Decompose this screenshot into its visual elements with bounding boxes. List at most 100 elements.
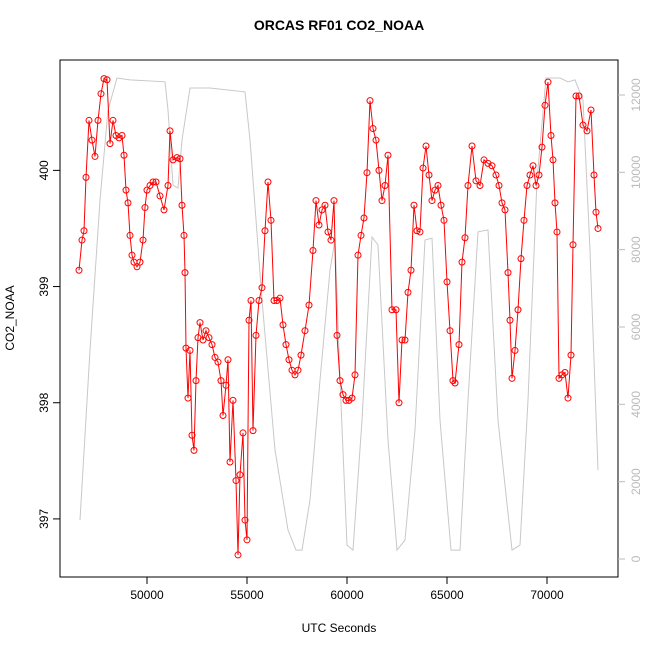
data-point xyxy=(312,197,320,205)
data-point xyxy=(451,379,459,387)
data-point xyxy=(261,227,269,235)
data-point xyxy=(214,358,222,366)
data-point xyxy=(484,159,492,167)
data-point xyxy=(217,377,225,385)
data-point xyxy=(535,171,543,179)
data-point xyxy=(190,446,198,454)
data-point xyxy=(305,301,313,309)
data-point xyxy=(351,371,359,379)
data-point xyxy=(270,296,278,304)
data-point xyxy=(567,351,575,359)
data-point xyxy=(264,178,272,186)
data-point xyxy=(455,341,463,349)
data-point xyxy=(354,251,362,259)
data-point xyxy=(401,336,409,344)
y2-tick-label: 6000 xyxy=(629,313,643,340)
data-point xyxy=(234,551,242,559)
series-line xyxy=(78,77,599,555)
data-point xyxy=(139,236,147,244)
data-point xyxy=(422,142,430,150)
data-point xyxy=(468,142,476,150)
data-point xyxy=(480,156,488,164)
data-point xyxy=(149,178,157,186)
data-point xyxy=(106,140,114,148)
data-point xyxy=(294,366,302,374)
data-point xyxy=(156,192,164,200)
data-point xyxy=(449,377,457,385)
data-point xyxy=(178,201,186,209)
data-point xyxy=(199,336,207,344)
data-point xyxy=(504,269,512,277)
data-point xyxy=(395,399,403,407)
y2-tick-label: 10000 xyxy=(629,155,643,189)
data-point xyxy=(369,125,377,133)
data-point xyxy=(176,155,184,163)
data-point xyxy=(428,197,436,205)
data-point xyxy=(166,127,174,135)
data-point xyxy=(180,231,188,239)
data-point xyxy=(419,164,427,172)
y-axis-label: CO2_NOAA xyxy=(3,285,17,350)
data-point xyxy=(330,197,338,205)
data-point xyxy=(279,321,287,329)
data-point xyxy=(437,201,445,209)
data-point xyxy=(388,306,396,314)
data-point xyxy=(297,351,305,359)
data-point xyxy=(410,201,418,209)
data-point xyxy=(590,171,598,179)
y-tick-label: 397 xyxy=(37,509,51,529)
x-axis-label: UTC Seconds xyxy=(302,621,377,635)
data-point xyxy=(75,266,83,274)
data-point xyxy=(381,181,389,189)
data-point xyxy=(488,162,496,170)
data-point xyxy=(247,296,255,304)
x-tick-label: 65000 xyxy=(430,588,464,602)
data-point xyxy=(202,327,210,335)
data-point xyxy=(301,327,309,335)
data-point xyxy=(97,90,105,98)
data-point xyxy=(224,356,232,364)
data-point xyxy=(282,341,290,349)
data-point xyxy=(85,116,93,124)
data-point xyxy=(80,227,88,235)
data-point xyxy=(160,206,168,214)
data-point xyxy=(366,97,374,105)
data-point xyxy=(333,331,341,339)
data-point xyxy=(128,251,136,259)
series-line xyxy=(79,77,599,552)
data-point xyxy=(458,258,466,266)
data-point xyxy=(192,377,200,385)
data-point xyxy=(184,394,192,402)
data-point xyxy=(434,181,442,189)
data-point xyxy=(538,143,546,151)
data-point xyxy=(549,156,557,164)
x-tick-label: 60000 xyxy=(330,588,364,602)
data-point xyxy=(152,178,160,186)
data-point xyxy=(236,471,244,479)
data-point xyxy=(492,171,500,179)
data-point xyxy=(276,294,284,302)
data-point xyxy=(407,266,415,274)
data-point xyxy=(120,151,128,159)
data-point xyxy=(446,327,454,335)
data-point xyxy=(100,75,108,83)
data-point xyxy=(514,306,522,314)
y2-tick-label: 12000 xyxy=(629,78,643,112)
data-point xyxy=(173,154,181,162)
data-point xyxy=(375,166,383,174)
data-point xyxy=(564,394,572,402)
data-point xyxy=(232,477,240,485)
data-point xyxy=(594,224,602,232)
y-tick-label: 398 xyxy=(37,392,51,412)
x-tick-label: 50000 xyxy=(130,588,164,602)
data-point xyxy=(315,221,323,229)
data-point xyxy=(239,429,247,437)
data-point xyxy=(506,316,514,324)
data-point xyxy=(267,216,275,224)
data-point xyxy=(241,516,249,524)
data-point xyxy=(208,341,216,349)
data-point xyxy=(384,151,392,159)
data-point xyxy=(188,431,196,439)
data-point xyxy=(222,381,230,389)
data-point xyxy=(443,278,451,286)
